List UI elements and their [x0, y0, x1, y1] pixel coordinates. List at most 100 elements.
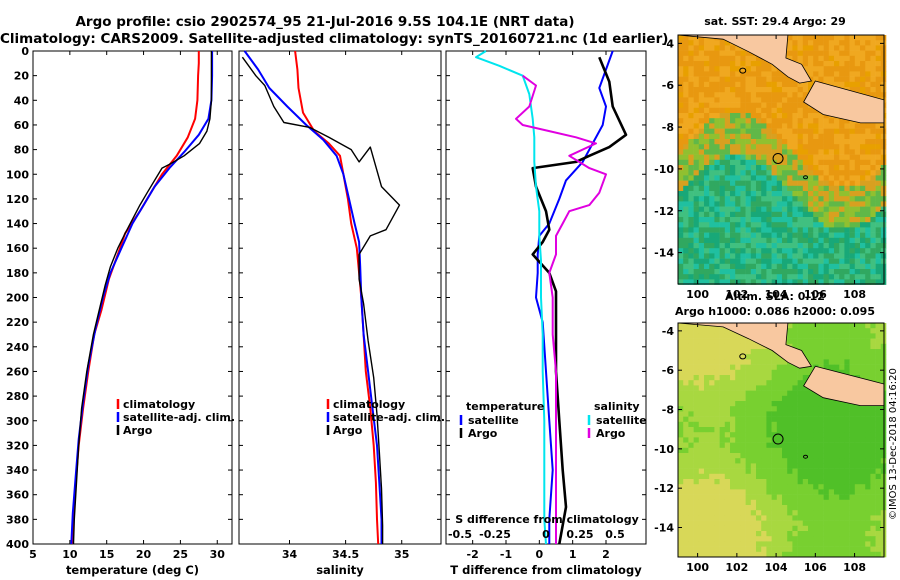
chart-panel-differences: -2 -1 0 1 2 T difference from climatology temp… [445, 50, 647, 577]
x-tick-label-salinity: -0.25 [479, 528, 511, 541]
x-tick-label: 30 [210, 548, 226, 561]
x-tick-label: 10 [62, 548, 78, 561]
legend-title-salinity: salinity [594, 400, 640, 413]
lat-tick-label: -4 [662, 325, 675, 338]
lat-tick-label: -10 [654, 163, 674, 176]
series-line-climatology [294, 50, 380, 545]
plot-frame [445, 50, 647, 545]
x-axis-label-salinity: S difference from climatology [455, 513, 639, 526]
x-tick-label-salinity: 0 [542, 528, 550, 541]
y-tick-label: 360 [6, 489, 29, 502]
lat-tick-label: -8 [662, 121, 674, 134]
land-sumatra [677, 34, 813, 84]
y-tick-label: 240 [6, 341, 29, 354]
chart-panel-salinity: 34 34.5 35 salinity climatologysatellite-adj… [238, 50, 445, 577]
x-tick-label: 34 [282, 548, 298, 561]
y-tick-label: 100 [6, 168, 29, 181]
x-tick-label: 2 [602, 548, 610, 561]
y-tick-label: 400 [6, 538, 29, 551]
series-line-t-satellite [535, 50, 614, 544]
x-tick-label: 5 [29, 548, 37, 561]
map-frame [677, 34, 885, 285]
y-tick-label: 180 [6, 267, 29, 280]
y-tick-label: 280 [6, 390, 29, 403]
x-tick-label: 0 [536, 548, 544, 561]
legend-label: satellite-adj. clim. [333, 411, 445, 424]
x-axis-label: salinity [316, 563, 364, 577]
series-line-argo [72, 51, 213, 545]
lon-tick-label: 104 [765, 288, 788, 301]
legend-label: Argo [333, 424, 363, 437]
x-tick-label: -1 [500, 548, 512, 561]
island-outline [803, 454, 809, 459]
lon-tick-label: 104 [765, 561, 788, 574]
argo-location-marker [772, 152, 784, 164]
x-axis-label: T difference from climatology [450, 563, 642, 577]
x-tick-label: 1 [569, 548, 577, 561]
legend-label: climatology [123, 398, 195, 411]
legend-title-temperature: temperature [466, 400, 544, 413]
chart-title-line2: Climatology: CARS2009. Satellite-adjuste… [0, 31, 669, 47]
legend-label: climatology [333, 398, 405, 411]
lon-tick-label: 106 [804, 561, 827, 574]
lat-tick-label: -14 [654, 522, 674, 535]
lon-tick-label: 108 [843, 288, 866, 301]
chart-title-line1: Argo profile: csio 2902574_95 21-Jul-201… [75, 14, 575, 30]
y-tick-label: 380 [6, 513, 29, 526]
land-sumatra [677, 322, 813, 369]
x-tick-label: 20 [136, 548, 152, 561]
y-tick-label: 140 [6, 218, 29, 231]
y-tick-label: 200 [6, 292, 29, 305]
argo-location-marker [772, 433, 784, 445]
lon-tick-label: 100 [686, 561, 709, 574]
lat-tick-label: -4 [662, 37, 675, 50]
y-tick-label: 60 [14, 119, 30, 132]
sla-map-title-1: Altim. SLA: 0.12 [725, 290, 825, 303]
x-tick-label-salinity: 0.5 [605, 528, 625, 541]
lon-tick-label: 102 [725, 561, 748, 574]
x-tick-label: 15 [99, 548, 114, 561]
y-tick-label: 300 [6, 415, 29, 428]
y-tick-label: 220 [6, 316, 29, 329]
lat-tick-label: -12 [654, 482, 674, 495]
lon-tick-label: 108 [843, 561, 866, 574]
y-tick-label: 160 [6, 242, 29, 255]
lon-tick-label: 106 [804, 288, 827, 301]
lat-tick-label: -6 [662, 364, 675, 377]
x-tick-label: 35 [394, 548, 409, 561]
x-tick-label: 34.5 [332, 548, 359, 561]
lat-tick-label: -12 [654, 205, 674, 218]
lat-tick-label: -6 [662, 79, 675, 92]
y-tick-label: 260 [6, 365, 29, 378]
sst-map: -4 -6 -8 -10 -12 -14 100 102 104 106 108 [654, 34, 887, 301]
island-outline [739, 353, 747, 360]
legend-label: Argo [123, 424, 153, 437]
lat-tick-label: -14 [654, 247, 674, 260]
legend-label: Argo [468, 427, 498, 440]
legend-label: satellite [468, 414, 519, 427]
island-outline [803, 175, 809, 180]
y-tick-label: 20 [14, 70, 30, 83]
x-tick-label-salinity: -0.5 [448, 528, 472, 541]
y-tick-label: 0 [21, 45, 29, 58]
chart-panel-temperature: 0 20 40 60 80 100 120 140 160 180 200 220 240 260 280 3… [6, 45, 235, 577]
x-axis-label: temperature (deg C) [66, 563, 199, 577]
plot-frame [32, 50, 233, 545]
series-line-t-argo [531, 56, 628, 545]
y-tick-label: 40 [14, 94, 30, 107]
y-tick-label: 340 [6, 464, 29, 477]
x-tick-label-salinity: 0.25 [566, 528, 593, 541]
sla-field-cells [678, 323, 887, 558]
x-tick-label: 25 [173, 548, 188, 561]
sst-field-cells [678, 35, 887, 285]
y-tick-label: 80 [14, 144, 30, 157]
y-tick-label: 120 [6, 193, 29, 206]
series-line-satellite-adj-clim- [243, 50, 383, 544]
legend-label: satellite-adj. clim. [123, 411, 235, 424]
y-tick-label: 320 [6, 439, 29, 452]
lat-tick-label: -8 [662, 404, 674, 417]
island-outline [739, 67, 747, 74]
sst-map-title: sat. SST: 29.4 Argo: 29 [704, 15, 846, 28]
sla-map-title-2: Argo h1000: 0.086 h2000: 0.095 [675, 305, 875, 318]
